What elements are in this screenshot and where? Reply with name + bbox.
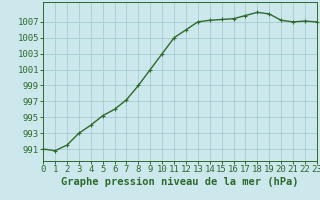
- X-axis label: Graphe pression niveau de la mer (hPa): Graphe pression niveau de la mer (hPa): [61, 177, 299, 187]
